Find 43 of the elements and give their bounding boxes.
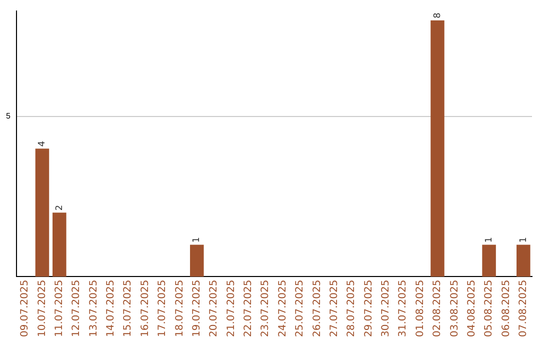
x-tick-label: 06.08.2025 bbox=[500, 280, 512, 338]
x-tick-label: 17.07.2025 bbox=[157, 280, 168, 338]
x-tick-label: 21.07.2025 bbox=[226, 280, 237, 338]
x-tick-label: 13.07.2025 bbox=[88, 280, 100, 338]
x-tick-label: 01.08.2025 bbox=[414, 280, 426, 338]
bar bbox=[190, 244, 204, 277]
y-tick-label: 5 bbox=[6, 112, 11, 121]
x-tick-label: 24.07.2025 bbox=[277, 280, 288, 338]
data-label: 1 bbox=[518, 236, 529, 243]
data-label: 1 bbox=[192, 236, 202, 243]
x-tick-label: 15.07.2025 bbox=[122, 280, 134, 338]
x-tick-label: 02.08.2025 bbox=[432, 280, 444, 338]
x-tick-label: 19.07.2025 bbox=[191, 280, 202, 338]
x-tick-label: 16.07.2025 bbox=[140, 280, 151, 338]
data-label: 4 bbox=[38, 140, 48, 147]
x-tick-label: 25.07.2025 bbox=[294, 280, 306, 338]
bar bbox=[430, 20, 444, 277]
bar bbox=[35, 148, 50, 277]
x-tick-label: 18.07.2025 bbox=[174, 280, 186, 338]
x-tick-label: 20.07.2025 bbox=[208, 280, 220, 338]
bar bbox=[516, 244, 530, 277]
x-tick-label: 05.08.2025 bbox=[484, 280, 495, 338]
x-tick-label: 09.07.2025 bbox=[20, 280, 31, 338]
data-label: 1 bbox=[484, 236, 494, 243]
x-tick-label: 11.07.2025 bbox=[54, 280, 66, 338]
x-tick-label: 23.07.2025 bbox=[260, 280, 272, 338]
bar bbox=[52, 212, 66, 277]
x-tick-label: 14.07.2025 bbox=[106, 280, 117, 338]
x-tick-label: 10.07.2025 bbox=[36, 280, 48, 338]
bar bbox=[482, 244, 496, 277]
x-tick-label: 04.08.2025 bbox=[466, 280, 478, 338]
data-label: 2 bbox=[54, 204, 65, 211]
x-tick-label: 28.07.2025 bbox=[346, 280, 358, 338]
x-tick-label: 30.07.2025 bbox=[380, 280, 392, 338]
x-tick-label: 22.07.2025 bbox=[243, 280, 254, 338]
x-tick-label: 27.07.2025 bbox=[328, 280, 340, 338]
data-label: 8 bbox=[432, 12, 443, 18]
x-tick-label: 07.08.2025 bbox=[518, 280, 529, 338]
x-tick-label: 26.07.2025 bbox=[312, 280, 323, 338]
x-tick-label: 03.08.2025 bbox=[449, 280, 460, 338]
x-tick-label: 29.07.2025 bbox=[363, 280, 374, 338]
x-tick-label: 31.07.2025 bbox=[398, 280, 409, 338]
x-tick-label: 12.07.2025 bbox=[71, 280, 82, 338]
